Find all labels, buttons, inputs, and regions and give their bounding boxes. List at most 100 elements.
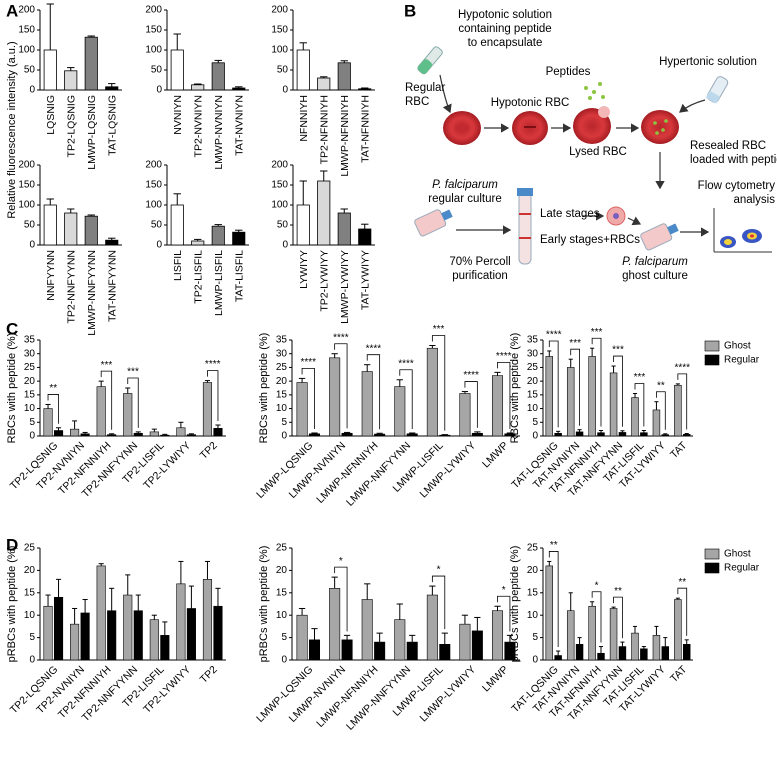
bar (361, 599, 373, 661)
bar (308, 433, 321, 437)
bar (43, 49, 57, 91)
legend-label: Ghost (724, 549, 751, 560)
y-tick-label: 20 (527, 565, 539, 576)
panel-label: A (6, 1, 18, 20)
bar (232, 231, 246, 246)
bar (341, 432, 353, 437)
bar (566, 367, 575, 437)
tube (417, 46, 443, 75)
bar (296, 614, 308, 661)
legend-label: Ghost (724, 341, 751, 352)
y-tick-label: 25 (276, 362, 288, 373)
significance-bracket (464, 381, 478, 428)
y-tick-label: 50 (277, 65, 289, 76)
significance-bracket (100, 370, 113, 430)
bar (213, 428, 223, 437)
bar (53, 430, 64, 437)
x-tick-label: LQSNIG (45, 95, 57, 135)
bar (176, 583, 186, 661)
bar (43, 408, 53, 437)
bar (84, 36, 98, 91)
bar (70, 428, 80, 437)
bar (149, 431, 159, 437)
bar (317, 180, 331, 246)
x-tick-label: LMWP-NVNIYN (287, 440, 348, 501)
bar (107, 434, 117, 437)
bar (471, 630, 483, 661)
bar (566, 610, 575, 661)
bar (358, 228, 372, 246)
bar (296, 382, 308, 437)
x-tick-label: TAT (668, 663, 690, 685)
significance-bracket (334, 343, 348, 429)
chart: 0 50 100 150 200 LISFIL TP2-LISFIL LMWP-LISFIL T… (145, 160, 249, 316)
bar (105, 86, 119, 91)
bar (459, 623, 471, 661)
significance-label: * (502, 585, 506, 596)
panel-label: C (6, 319, 18, 338)
significance-label: **** (398, 358, 414, 369)
y-tick-label: 200 (18, 5, 35, 16)
y-axis-label: pRBCs with peptide (%) (6, 546, 18, 663)
y-tick-label: 150 (145, 180, 162, 191)
x-tick-label: NNFYYNN (45, 250, 57, 301)
bar (545, 565, 554, 661)
bar (105, 239, 119, 246)
tube (517, 188, 533, 265)
y-axis-label: pRBCs with peptide (%) (509, 546, 521, 663)
y-tick-label: 10 (527, 610, 539, 621)
bar (554, 432, 562, 437)
x-tick-label: LMWP-LYWIYY (417, 440, 478, 501)
bar (211, 225, 225, 246)
x-tick-label: LMWP-LQSNIG (86, 95, 98, 170)
bar (337, 62, 351, 91)
y-tick-label: 20 (24, 376, 36, 387)
bar (64, 212, 78, 246)
panel-label: B (404, 1, 416, 20)
bar (640, 432, 648, 437)
y-axis-label: RBCs with peptide (%) (6, 333, 18, 444)
flask (640, 223, 679, 251)
diagram-label: P. falciparum (432, 179, 498, 191)
diagram-label: loaded with peptides (690, 154, 777, 166)
y-tick-label: 5 (532, 417, 538, 428)
y-tick-label: 50 (151, 220, 163, 231)
diagram-label: Late stages (540, 208, 600, 220)
significance-bracket (431, 575, 446, 630)
x-tick-label: LISFIL (172, 250, 184, 281)
bar (211, 62, 225, 91)
y-tick-label: 25 (527, 362, 539, 373)
y-tick-label: 50 (24, 220, 36, 231)
peptides (584, 82, 605, 100)
y-axis-label: RBCs with peptide (%) (258, 333, 270, 444)
significance-label: *** (634, 372, 646, 383)
y-tick-label: 25 (24, 543, 36, 554)
diagram-label: Hypotonic RBC (491, 97, 570, 109)
x-tick-label: TP2-NVNIYN (193, 95, 205, 157)
significance-bracket (301, 368, 315, 429)
significance-label: **** (546, 330, 562, 341)
x-tick-label: NFNNIYH (298, 95, 310, 142)
y-tick-label: 200 (145, 160, 162, 171)
bar (618, 646, 627, 661)
significance-label: *** (612, 345, 624, 356)
significance-label: **** (496, 351, 512, 362)
x-tick-label: TAT (668, 439, 690, 461)
bar (191, 84, 205, 91)
bar (609, 608, 618, 661)
diagram-label: Resealed RBC (690, 140, 766, 152)
bar (682, 434, 691, 437)
y-tick-label: 150 (271, 25, 288, 36)
diagram-label: RBC (405, 96, 429, 108)
bar (43, 204, 57, 246)
y-tick-label: 100 (271, 200, 288, 211)
bar (554, 655, 562, 661)
diagram-label: Flow cytometry (698, 180, 776, 192)
y-tick-label: 5 (532, 632, 538, 643)
y-tick-label: 20 (276, 376, 288, 387)
bar (361, 371, 373, 437)
diagram-label: 70% Percoll (449, 256, 510, 268)
significance-label: *** (591, 327, 603, 338)
